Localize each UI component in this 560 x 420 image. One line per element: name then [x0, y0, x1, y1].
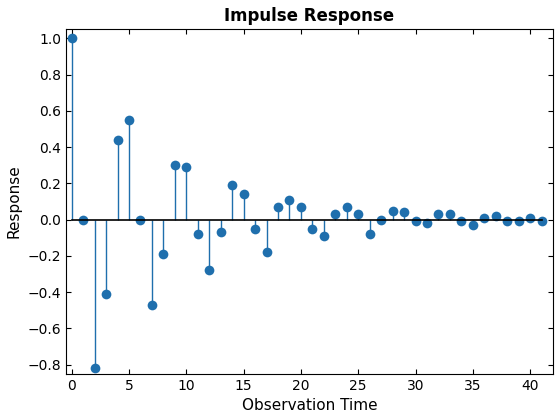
- Title: Impulse Response: Impulse Response: [225, 7, 395, 25]
- X-axis label: Observation Time: Observation Time: [242, 398, 377, 413]
- Y-axis label: Response: Response: [7, 165, 22, 238]
